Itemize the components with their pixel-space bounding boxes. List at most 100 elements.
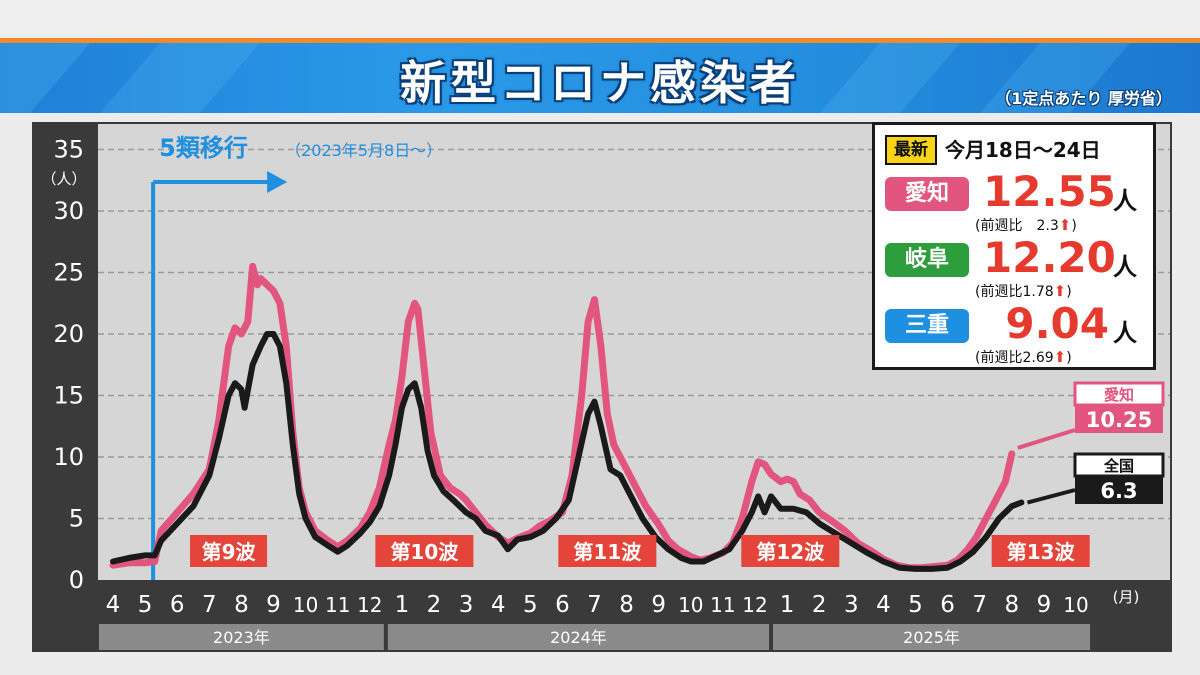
wave-label: 第12波 <box>741 535 840 567</box>
pref-badge: 愛知 <box>885 177 969 211</box>
y-axis-unit: （人） <box>41 170 86 188</box>
week-ratio-label: (前週比 2.3 <box>975 218 1059 234</box>
x-tick-label: 6 <box>170 592 185 618</box>
week-ratio: (前週比2.69⬆) <box>975 347 1147 367</box>
pref-row-aichi: 愛知 12.55 人 (前週比 2.3⬆) <box>885 167 1149 237</box>
x-tick-label: 4 <box>491 592 506 618</box>
latest-info-box: 最新 今月18日～24日 愛知 12.55 人 (前週比 2.3⬆) 岐阜 12… <box>872 122 1156 370</box>
pref-badge: 岐阜 <box>885 243 969 277</box>
end-label-name: 愛知 <box>1104 386 1134 404</box>
wave-label: 第13波 <box>991 535 1090 567</box>
wave-label: 第10波 <box>375 535 474 567</box>
wave-label-text: 第10波 <box>390 540 459 564</box>
end-label-name: 全国 <box>1103 457 1134 475</box>
year-band-box <box>773 624 1091 650</box>
transition-annotation: 5類移行 （2023年5月8日～） <box>151 134 442 580</box>
x-tick-label: 3 <box>459 592 474 618</box>
week-ratio: (前週比1.78⬆) <box>975 281 1147 301</box>
y-tick-label: 5 <box>69 505 84 533</box>
x-axis-unit: (月) <box>1113 588 1140 606</box>
wave-label-box <box>375 535 474 567</box>
year-band-box <box>98 624 384 650</box>
pref-value: 9.04 <box>1005 299 1109 348</box>
week-ratio-label: (前週比2.69 <box>975 350 1054 366</box>
transition-title: 5類移行 <box>159 134 248 162</box>
series-line <box>110 331 1025 572</box>
top-stripe <box>0 0 1200 38</box>
end-label-value: 10.25 <box>1086 408 1152 432</box>
up-arrow-icon: ⬆ <box>1053 282 1067 300</box>
x-tick-label: 4 <box>106 592 121 618</box>
x-tick-label: 10 <box>1063 593 1088 617</box>
latest-period: 今月18日～24日 <box>945 138 1101 162</box>
x-tick-label: 9 <box>266 592 281 618</box>
x-tick-label: 7 <box>587 592 602 618</box>
wave-label-text: 第13波 <box>1007 540 1076 564</box>
x-tick-label: 1 <box>780 592 795 618</box>
pref-badge: 三重 <box>885 309 969 343</box>
x-tick-label: 4 <box>876 592 891 618</box>
wave-label-box <box>190 535 268 567</box>
x-tick-label: 2 <box>427 592 442 618</box>
end-label-leader <box>1017 428 1076 450</box>
x-tick-label: 3 <box>844 592 859 618</box>
banner-decoration <box>0 43 1130 113</box>
x-tick-label: 2 <box>812 592 827 618</box>
year-band: 2024年 <box>387 624 770 650</box>
pref-row-gifu: 岐阜 12.20 人 (前週比1.78⬆) <box>885 233 1149 303</box>
year-band-label: 2023年 <box>213 628 270 647</box>
x-tick-label: 5 <box>523 592 538 618</box>
pref-value: 12.20 <box>983 233 1116 282</box>
x-tick-label: 5 <box>138 592 153 618</box>
week-ratio-close: ) <box>1066 350 1072 366</box>
end-label-value: 6.3 <box>1100 479 1137 503</box>
end-label-value-box <box>1075 405 1163 433</box>
y-axis-ticks: 0 5 10 15 20 25 30 35 <box>53 136 84 595</box>
wave-label: 第9波 <box>190 535 268 567</box>
wave-label-box <box>991 535 1090 567</box>
x-tick-label: 9 <box>651 592 666 618</box>
wave-label-text: 第9波 <box>202 540 257 564</box>
end-label-national: 全国 6.3 <box>1073 452 1165 504</box>
x-tick-label: 12 <box>357 593 382 617</box>
x-tick-label: 11 <box>710 593 735 617</box>
pref-unit: 人 <box>1113 187 1137 215</box>
page-title: 新型コロナ感染者 <box>400 56 800 110</box>
x-tick-label: 10 <box>293 593 318 617</box>
x-axis-month-labels: 4 5 6 7 8 9 10 11 12 1 2 3 4 5 6 7 8 9 10 11 12 1 2 3 4 5 6 7 8 9 10 <box>106 592 1089 618</box>
week-ratio-close: ) <box>1066 284 1072 300</box>
year-band-label: 2025年 <box>903 628 960 647</box>
end-label-leader <box>1026 488 1076 505</box>
year-band-box <box>387 624 770 650</box>
title-banner: 新型コロナ感染者 （1定点あたり 厚労省） <box>0 43 1200 113</box>
series-lines <box>109 262 1025 572</box>
up-arrow-icon: ⬆ <box>1058 216 1072 234</box>
x-tick-label: 10 <box>678 593 703 617</box>
latest-header: 最新 今月18日～24日 <box>885 135 1149 165</box>
x-tick-label: 8 <box>1004 592 1019 618</box>
year-band: 2025年 <box>773 624 1091 650</box>
x-tick-label: 12 <box>742 593 767 617</box>
year-band: 2023年 <box>98 624 384 650</box>
wave-labels: 第9波 第10波 第11波 第12波 第13波 <box>190 535 1090 567</box>
x-tick-label: 1 <box>395 592 410 618</box>
week-ratio-label: (前週比1.78 <box>975 284 1054 300</box>
year-bands: 2023年 2024年 2025年 <box>98 624 1091 650</box>
wave-label-box <box>558 535 657 567</box>
end-labels: 愛知 10.25 全国 6.3 <box>1017 381 1165 505</box>
y-tick-label: 10 <box>53 443 84 471</box>
x-tick-label: 6 <box>555 592 570 618</box>
x-tick-label: 8 <box>619 592 634 618</box>
pref-value: 12.55 <box>983 167 1116 216</box>
orange-accent-line <box>0 38 1200 43</box>
end-label-value-box <box>1075 476 1163 504</box>
wave-label-text: 第11波 <box>573 540 642 564</box>
y-tick-label: 35 <box>53 136 84 164</box>
y-tick-label: 0 <box>69 566 84 594</box>
wave-label-box <box>741 535 840 567</box>
y-tick-label: 20 <box>53 320 84 348</box>
transition-arrow-head <box>267 171 288 193</box>
transition-date: （2023年5月8日～） <box>285 141 442 160</box>
x-tick-label: 11 <box>325 593 350 617</box>
week-ratio: (前週比 2.3⬆) <box>975 215 1147 235</box>
